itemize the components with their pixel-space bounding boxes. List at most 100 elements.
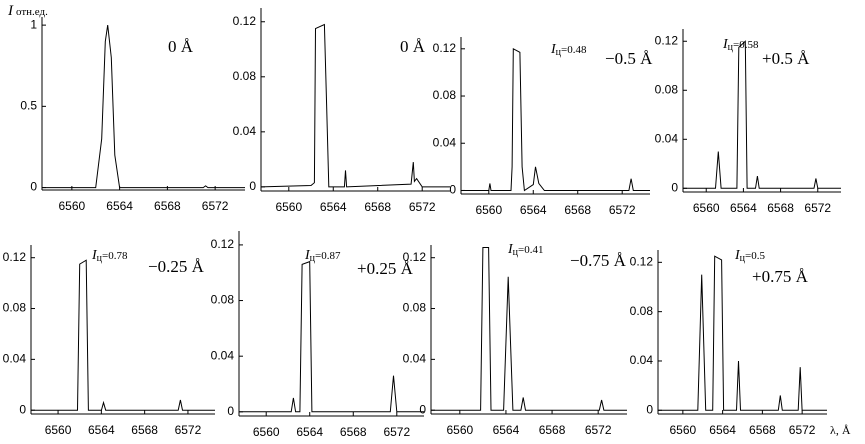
note-symbol: I — [722, 37, 729, 52]
y-tick-label: 0.12 — [233, 14, 257, 28]
x-tick-label: 6572 — [804, 201, 831, 215]
spectrum-line — [461, 47, 650, 192]
y-tick-label: 1 — [30, 17, 37, 31]
x-tick-label: 6564 — [296, 425, 323, 439]
x-tick-label: 6564 — [106, 199, 133, 213]
y-tick-label: 0.12 — [630, 255, 654, 269]
y-tick-label: 0.5 — [20, 99, 37, 113]
x-tick-label: 6564 — [493, 423, 520, 437]
ylabel-symbol: I — [7, 3, 14, 19]
y-tick-label: 0.04 — [655, 131, 679, 145]
y-tick-label: 0.08 — [3, 301, 27, 315]
y-tick-label: 0.08 — [233, 69, 257, 83]
x-tick-label: 6560 — [253, 425, 280, 439]
y-tick-label: 0.04 — [433, 135, 457, 149]
y-tick-label: 0.04 — [403, 352, 427, 366]
spectrum-line — [683, 40, 841, 189]
note-index: ц — [310, 253, 316, 264]
spectrum-line — [42, 25, 245, 189]
central-intensity-note: Iц=0.5 — [734, 248, 765, 264]
x-tick-label: 6568 — [131, 423, 158, 437]
central-intensity-note: Iц=0.87 — [304, 248, 341, 264]
y-tick-label: 0.12 — [433, 41, 457, 55]
y-tick-label: 0.12 — [211, 237, 235, 251]
x-tick-label: 6560 — [475, 203, 502, 217]
note-index: ц — [556, 47, 562, 58]
ylabel-unit: отн.ед. — [16, 6, 48, 18]
y-tick-label: 0 — [671, 180, 678, 194]
note-index: ц — [97, 253, 103, 264]
x-tick-label: 6560 — [45, 423, 72, 437]
note-value: =0.41 — [518, 244, 543, 256]
panel-label: −0.25 Å — [148, 257, 205, 276]
x-tick-label: 6564 — [520, 203, 547, 217]
x-tick-label: 6572 — [409, 200, 436, 214]
y-tick-label: 0.12 — [403, 250, 427, 264]
x-tick-label: 6568 — [767, 201, 794, 215]
note-symbol: I — [304, 248, 311, 263]
note-value: =0.48 — [561, 44, 587, 56]
x-tick-label: 6560 — [446, 423, 473, 437]
x-tick-label: 6572 — [202, 199, 229, 213]
note-symbol: I — [507, 242, 514, 257]
note-index: ц — [728, 42, 734, 53]
panel-label: 0 Å — [168, 37, 194, 56]
x-tick-label: 6572 — [175, 423, 202, 437]
central-intensity-note: Iц=0.58 — [722, 37, 759, 53]
y-tick-label: 0 — [227, 404, 234, 418]
central-intensity-note: Iц=0.48 — [550, 42, 587, 58]
panel-label: +0.25 Å — [357, 259, 414, 278]
x-tick-label: 6572 — [789, 423, 816, 437]
y-tick-label: 0.08 — [211, 293, 235, 307]
note-symbol: I — [550, 42, 557, 57]
panel-label: +0.75 Å — [752, 267, 809, 286]
y-tick-label: 0.08 — [630, 304, 654, 318]
y-tick-label: 0.08 — [655, 82, 679, 96]
x-tick-label: 6568 — [154, 199, 181, 213]
y-tick-label: 0 — [30, 180, 37, 194]
y-tick-label: 0.08 — [403, 301, 427, 315]
central-intensity-note: Iц=0.41 — [507, 242, 544, 258]
x-tick-label: 6568 — [749, 423, 776, 437]
x-tick-label: 6568 — [539, 423, 566, 437]
y-tick-label: 0.04 — [211, 348, 235, 362]
spectrum-line — [239, 260, 424, 413]
x-tick-label: 6564 — [88, 423, 115, 437]
y-tick-label: 0.04 — [630, 353, 654, 367]
y-tick-label: 0 — [419, 402, 426, 416]
y-tick-label: 0.12 — [655, 33, 679, 47]
note-value: =0.78 — [102, 250, 128, 262]
x-tick-label: 6564 — [320, 200, 347, 214]
y-tick-label: 0.12 — [3, 250, 27, 264]
x-tick-label: 6572 — [585, 423, 612, 437]
note-index: ц — [513, 247, 519, 258]
x-tick-label: 6564 — [730, 201, 757, 215]
y-tick-label: 0.04 — [233, 124, 257, 138]
central-intensity-note: Iц=0.78 — [91, 248, 128, 264]
note-symbol: I — [91, 248, 98, 263]
y-tick-label: 0.04 — [3, 352, 27, 366]
y-tick-label: 0.08 — [433, 88, 457, 102]
panel-label: 0 Å — [400, 37, 426, 56]
spectrum-line — [260, 23, 450, 188]
panel-label: +0.5 Å — [762, 49, 810, 68]
x-tick-label: 6560 — [59, 199, 86, 213]
x-tick-label: 6560 — [693, 201, 720, 215]
x-tick-label: 6560 — [275, 200, 302, 214]
x-tick-label: 6564 — [709, 423, 736, 437]
y-tick-label: 0 — [646, 402, 653, 416]
note-index: ц — [740, 253, 746, 264]
note-value: =0.87 — [315, 250, 341, 262]
x-tick-label: 6568 — [340, 425, 367, 439]
note-value: =0.5 — [745, 250, 765, 262]
y-tick-label: 0 — [249, 179, 256, 193]
y-tick-label: 0 — [19, 402, 26, 416]
x-tick-label: 6560 — [670, 423, 697, 437]
note-symbol: I — [734, 248, 741, 263]
x-axis-label: λ, Å — [830, 423, 851, 437]
x-tick-label: 6572 — [383, 425, 410, 439]
y-tick-label: 0 — [449, 183, 456, 197]
panel-label: −0.75 Å — [570, 251, 627, 270]
